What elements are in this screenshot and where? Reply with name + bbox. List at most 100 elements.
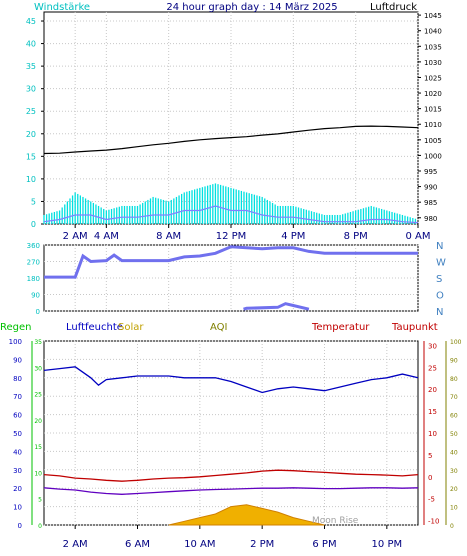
- aqi-tick-label: 90: [450, 357, 458, 364]
- wind-average-line: [43, 205, 419, 224]
- time-tick-label: 10 PM: [372, 539, 403, 550]
- legend-luftfeuchte: Luftfeuchte: [66, 322, 123, 333]
- wind-tick-label: 45: [26, 17, 36, 26]
- aqi-tick-label: 10: [450, 505, 458, 512]
- rain-tick-label: 25: [34, 392, 42, 399]
- humidity-tick-label: 30: [13, 467, 22, 475]
- humidity-tick-label: 40: [13, 448, 22, 456]
- time-tick-label: 12 PM: [216, 231, 247, 242]
- legend-aqi: AQI: [210, 322, 228, 333]
- compass-label: O: [436, 291, 444, 302]
- pressure-tick-label: 995: [424, 168, 437, 176]
- humidity-tick-label: 10: [13, 504, 22, 512]
- temperature-tick-label: 10: [428, 430, 437, 438]
- direction-tick-label: 270: [27, 259, 40, 267]
- wind-axis-label: Windstärke: [34, 2, 90, 13]
- humidity-tick-label: 60: [13, 412, 22, 420]
- compass-label: N: [436, 241, 443, 252]
- wind-tick-label: 10: [26, 175, 36, 184]
- legend-taupunkt: Taupunkt: [391, 322, 438, 333]
- temperature-tick-label: 15: [428, 408, 437, 416]
- time-tick-label: 6 AM: [125, 539, 150, 550]
- solar-area: [168, 504, 325, 526]
- wind-tick-label: 20: [26, 130, 36, 139]
- pressure-tick-label: 990: [424, 184, 437, 192]
- aqi-tick-label: 50: [450, 431, 458, 438]
- temperature-tick-label: 20: [428, 386, 437, 394]
- humidity-tick-label: 20: [13, 485, 22, 493]
- humidity-tick-label: 70: [13, 393, 22, 401]
- time-tick-label: 2 AM: [63, 231, 88, 242]
- humidity-tick-label: 80: [13, 375, 22, 383]
- pressure-axis-label: Luftdruck: [370, 2, 417, 13]
- time-tick-label: 8 PM: [344, 231, 368, 242]
- rain-tick-label: 10: [34, 470, 42, 477]
- pressure-tick-label: 1025: [424, 74, 442, 82]
- aqi-tick-label: 30: [450, 468, 458, 475]
- pressure-tick-label: 1010: [424, 121, 442, 129]
- moon-rise-annotation: Moon Rise: [312, 516, 359, 526]
- pressure-tick-label: 1015: [424, 106, 442, 114]
- wind-tick-label: 35: [26, 62, 36, 71]
- gust-series: [43, 183, 417, 224]
- wind-tick-label: 5: [31, 197, 36, 206]
- humidity-tick-label: 0: [18, 522, 22, 530]
- aqi-tick-label: 80: [450, 376, 458, 383]
- temperature-tick-label: 5: [428, 452, 432, 460]
- dewpoint-line: [43, 487, 419, 495]
- compass-label: W: [436, 258, 446, 269]
- wind-tick-label: 40: [26, 40, 36, 49]
- time-tick-label: 6 PM: [312, 539, 336, 550]
- wind-tick-label: 15: [26, 152, 36, 161]
- rain-tick-label: 35: [34, 339, 42, 346]
- wind-direction-line: [44, 245, 418, 279]
- temperature-tick-label: 0: [428, 474, 432, 482]
- aqi-tick-label: 100: [450, 339, 462, 346]
- time-tick-label: 2 PM: [250, 539, 274, 550]
- pressure-tick-label: 1000: [424, 152, 442, 160]
- pressure-tick-label: 1035: [424, 43, 442, 51]
- rain-tick-label: 15: [34, 444, 42, 451]
- time-tick-label: 4 PM: [281, 231, 305, 242]
- pressure-tick-label: 980: [424, 215, 437, 223]
- temperature-line: [43, 469, 419, 482]
- aqi-tick-label: 20: [450, 486, 458, 493]
- chart-title: 24 hour graph day : 14 März 2025: [166, 2, 337, 13]
- pressure-line: [43, 125, 419, 155]
- direction-tick-label: 0: [36, 308, 40, 316]
- time-tick-label: 10 AM: [184, 539, 215, 550]
- direction-tick-label: 360: [27, 242, 40, 250]
- time-tick-label: 0 AM: [405, 231, 430, 242]
- aqi-tick-label: 60: [450, 413, 458, 420]
- wind-tick-label: 30: [26, 85, 36, 94]
- aqi-tick-label: 40: [450, 449, 458, 456]
- humidity-tick-label: 90: [13, 356, 22, 364]
- legend-regen: Regen: [0, 322, 32, 333]
- wind-tick-label: 25: [26, 107, 36, 116]
- pressure-tick-label: 1040: [424, 28, 442, 36]
- rain-tick-label: 30: [34, 365, 42, 372]
- temperature-tick-label: 25: [428, 364, 437, 372]
- wind-tick-label: 0: [31, 220, 36, 229]
- humidity-tick-label: 100: [9, 338, 22, 346]
- aqi-tick-label: 0: [450, 523, 454, 530]
- rain-tick-label: 5: [38, 497, 42, 504]
- direction-tick-label: 90: [31, 292, 40, 300]
- wind-direction-low-line: [243, 302, 310, 311]
- humidity-tick-label: 50: [13, 430, 22, 438]
- compass-label: N: [436, 307, 443, 318]
- time-tick-label: 2 AM: [63, 539, 88, 550]
- pressure-tick-label: 1030: [424, 59, 442, 67]
- pressure-tick-label: 1005: [424, 137, 442, 145]
- legend-solar: Solar: [118, 322, 144, 333]
- temperature-tick-label: 30: [428, 342, 437, 350]
- pressure-tick-label: 1020: [424, 90, 442, 98]
- rain-tick-label: 0: [38, 523, 42, 530]
- direction-tick-label: 180: [27, 275, 40, 283]
- temperature-tick-label: -10: [428, 518, 439, 526]
- legend-temperatur: Temperatur: [311, 322, 370, 333]
- pressure-tick-label: 1045: [424, 12, 442, 20]
- pressure-tick-label: 985: [424, 199, 437, 207]
- time-tick-label: 8 AM: [156, 231, 181, 242]
